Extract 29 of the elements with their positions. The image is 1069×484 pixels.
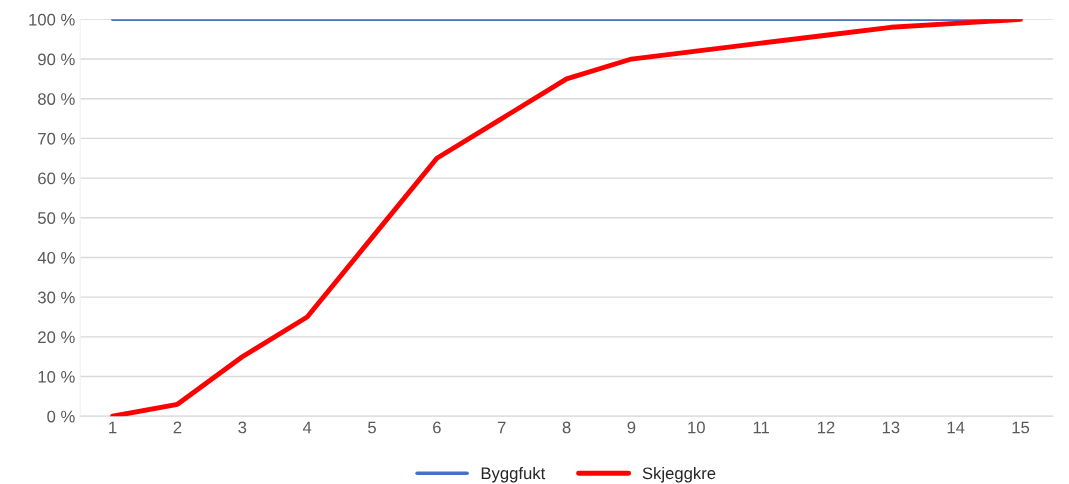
y-tick-label: 100 %	[29, 13, 75, 26]
x-tick-label: 3	[238, 421, 247, 434]
x-tick-label: 8	[562, 421, 571, 434]
x-tick-label: 14	[947, 421, 965, 434]
x-tick-label: 7	[497, 421, 506, 434]
x-tick-label: 5	[368, 421, 376, 434]
x-tick-label: 11	[753, 421, 769, 434]
y-tick-label: 60 %	[38, 172, 75, 185]
legend-label: Skjeggkre	[642, 466, 716, 483]
y-tick-label: 40 %	[37, 251, 75, 264]
legend-label: Byggfukt	[481, 466, 546, 483]
y-tick-label: 80 %	[38, 93, 75, 105]
y-tick-label: 30 %	[37, 291, 75, 304]
y-tick-label: 0 %	[47, 410, 75, 423]
x-tick-label: 2	[173, 421, 182, 434]
x-tick-label: 15	[1012, 421, 1030, 434]
x-tick-label: 12	[817, 421, 835, 434]
x-tick-label: 4	[302, 421, 312, 434]
y-tick-label: 50 %	[37, 212, 75, 224]
y-tick-label: 90 %	[38, 53, 75, 66]
y-tick-label: 20 %	[38, 331, 75, 344]
x-tick-label: 13	[882, 421, 900, 434]
x-tick-label: 6	[433, 421, 441, 434]
y-tick-label: 70 %	[38, 132, 75, 145]
y-tick-label: 10 %	[38, 370, 75, 383]
x-tick-label: 9	[627, 421, 636, 434]
line-series	[110, 19, 1023, 417]
x-tick-label: 10	[688, 421, 705, 434]
x-tick-label: 1	[109, 421, 117, 434]
